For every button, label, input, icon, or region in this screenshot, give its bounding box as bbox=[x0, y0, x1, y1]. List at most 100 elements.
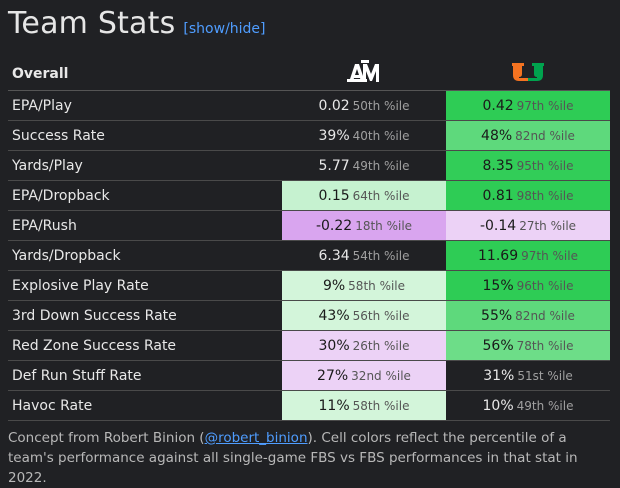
percentile-label: 82nd %ile bbox=[515, 128, 575, 143]
stat-value: 0.42 bbox=[482, 97, 514, 114]
show-hide-toggle[interactable]: [show/hide] bbox=[183, 21, 266, 37]
table-row: Explosive Play Rate 9% 58th %ile 15% 96th %i… bbox=[8, 270, 610, 301]
stat-value: 8.35 bbox=[482, 157, 514, 174]
team-a-header bbox=[282, 58, 446, 91]
team-a-value-cell: 11% 58th %ile bbox=[282, 390, 446, 421]
stat-value: 11.69 bbox=[478, 247, 519, 264]
percentile-label: 40th %ile bbox=[352, 128, 410, 143]
percentile-label: 96th %ile bbox=[516, 278, 574, 293]
team-b-value-cell: 15% 96th %ile bbox=[446, 270, 610, 301]
table-row: Yards/Play 5.77 49th %ile 8.35 95th %ile bbox=[8, 150, 610, 181]
percentile-label: 51st %ile bbox=[517, 368, 573, 383]
percentile-label: 97th %ile bbox=[516, 98, 574, 113]
stat-label: Havoc Rate bbox=[8, 390, 282, 421]
team-b-value-cell: 31% 51st %ile bbox=[446, 360, 610, 391]
team-a-value-cell: 39% 40th %ile bbox=[282, 120, 446, 151]
stat-label: Success Rate bbox=[8, 120, 282, 151]
table-row: Def Run Stuff Rate 27% 32nd %ile 31% 51st %i… bbox=[8, 360, 610, 391]
team-a-value-cell: 27% 32nd %ile bbox=[282, 360, 446, 391]
team-a-value-cell: 43% 56th %ile bbox=[282, 300, 446, 331]
stat-label: EPA/Play bbox=[8, 90, 282, 121]
stat-value: 43% bbox=[318, 307, 350, 324]
percentile-label: 97th %ile bbox=[521, 248, 578, 263]
header: Team Stats [show/hide] bbox=[8, 6, 266, 50]
stat-value: 30% bbox=[318, 337, 350, 354]
table-header-row: Overall bbox=[8, 58, 610, 91]
table-row: Havoc Rate 11% 58th %ile 10% 49th %ile bbox=[8, 390, 610, 421]
stat-value: 11% bbox=[318, 397, 350, 414]
table-row: Success Rate 39% 40th %ile 48% 82nd %ile bbox=[8, 120, 610, 151]
stat-label: Yards/Play bbox=[8, 150, 282, 181]
stat-value: 15% bbox=[482, 277, 514, 294]
percentile-label: 98th %ile bbox=[516, 188, 574, 203]
stat-label: Explosive Play Rate bbox=[8, 270, 282, 301]
stat-value: 56% bbox=[482, 337, 514, 354]
stat-value: 48% bbox=[481, 127, 513, 144]
stat-value: 0.02 bbox=[318, 97, 350, 114]
stat-label: EPA/Rush bbox=[8, 210, 282, 241]
team-a-value-cell: 6.34 54th %ile bbox=[282, 240, 446, 271]
team-b-value-cell: 8.35 95th %ile bbox=[446, 150, 610, 181]
stat-label: 3rd Down Success Rate bbox=[8, 300, 282, 331]
stat-label: Yards/Dropback bbox=[8, 240, 282, 271]
percentile-label: 49th %ile bbox=[516, 398, 574, 413]
percentile-label: 58th %ile bbox=[348, 278, 406, 293]
percentile-label: 49th %ile bbox=[352, 158, 410, 173]
stat-value: 27% bbox=[317, 367, 349, 384]
footnote: Concept from Robert Binion (@robert_bini… bbox=[8, 428, 612, 488]
stat-value: -0.22 bbox=[315, 217, 353, 234]
percentile-label: 54th %ile bbox=[352, 248, 410, 263]
team-b-value-cell: 10% 49th %ile bbox=[446, 390, 610, 421]
footnote-prefix: Concept from Robert Binion ( bbox=[8, 430, 205, 446]
percentile-label: 26th %ile bbox=[352, 338, 410, 353]
team-stats-table: Overall bbox=[8, 58, 610, 421]
stat-label: EPA/Dropback bbox=[8, 180, 282, 211]
stat-label: Def Run Stuff Rate bbox=[8, 360, 282, 391]
robert-binion-link[interactable]: @robert_binion bbox=[204, 430, 308, 446]
team-b-value-cell: 0.81 98th %ile bbox=[446, 180, 610, 211]
table-row: EPA/Rush -0.22 18th %ile -0.14 27th %ile bbox=[8, 210, 610, 241]
stat-label: Red Zone Success Rate bbox=[8, 330, 282, 361]
stat-value: 9% bbox=[322, 277, 346, 294]
stat-value: 39% bbox=[318, 127, 350, 144]
stat-value: 31% bbox=[483, 367, 515, 384]
table-row: EPA/Dropback 0.15 64th %ile 0.81 98th %ile bbox=[8, 180, 610, 211]
team-b-value-cell: 48% 82nd %ile bbox=[446, 120, 610, 151]
stat-value: 6.34 bbox=[318, 247, 350, 264]
team-b-value-cell: 0.42 97th %ile bbox=[446, 90, 610, 121]
stat-value: 55% bbox=[481, 307, 513, 324]
team-b-value-cell: 56% 78th %ile bbox=[446, 330, 610, 361]
team-a-value-cell: -0.22 18th %ile bbox=[282, 210, 446, 241]
stat-value: 0.15 bbox=[318, 187, 350, 204]
team-a-value-cell: 30% 26th %ile bbox=[282, 330, 446, 361]
percentile-label: 78th %ile bbox=[516, 338, 574, 353]
team-b-header bbox=[446, 58, 610, 91]
page-title: Team Stats bbox=[8, 6, 176, 41]
percentile-label: 58th %ile bbox=[352, 398, 410, 413]
table-row: Yards/Dropback 6.34 54th %ile 11.69 97th %il… bbox=[8, 240, 610, 271]
team-b-value-cell: -0.14 27th %ile bbox=[446, 210, 610, 241]
miami-logo-icon bbox=[511, 61, 545, 87]
percentile-label: 27th %ile bbox=[519, 218, 577, 233]
team-a-value-cell: 9% 58th %ile bbox=[282, 270, 446, 301]
table-row: Red Zone Success Rate 30% 26th %ile 56% 78th… bbox=[8, 330, 610, 361]
stat-value: -0.14 bbox=[479, 217, 517, 234]
percentile-label: 50th %ile bbox=[352, 98, 410, 113]
team-a-value-cell: 0.02 50th %ile bbox=[282, 90, 446, 121]
stat-value: 5.77 bbox=[318, 157, 350, 174]
team-b-value-cell: 55% 82nd %ile bbox=[446, 300, 610, 331]
percentile-label: 82nd %ile bbox=[515, 308, 575, 323]
team-a-value-cell: 5.77 49th %ile bbox=[282, 150, 446, 181]
section-header: Overall bbox=[8, 58, 282, 91]
texas-am-logo-icon bbox=[347, 60, 381, 88]
percentile-label: 64th %ile bbox=[352, 188, 410, 203]
percentile-label: 32nd %ile bbox=[351, 368, 411, 383]
table-row: 3rd Down Success Rate 43% 56th %ile 55% 82nd… bbox=[8, 300, 610, 331]
percentile-label: 95th %ile bbox=[516, 158, 574, 173]
stat-value: 0.81 bbox=[482, 187, 514, 204]
team-b-value-cell: 11.69 97th %ile bbox=[446, 240, 610, 271]
stat-value: 10% bbox=[482, 397, 514, 414]
percentile-label: 56th %ile bbox=[352, 308, 410, 323]
percentile-label: 18th %ile bbox=[355, 218, 413, 233]
team-a-value-cell: 0.15 64th %ile bbox=[282, 180, 446, 211]
